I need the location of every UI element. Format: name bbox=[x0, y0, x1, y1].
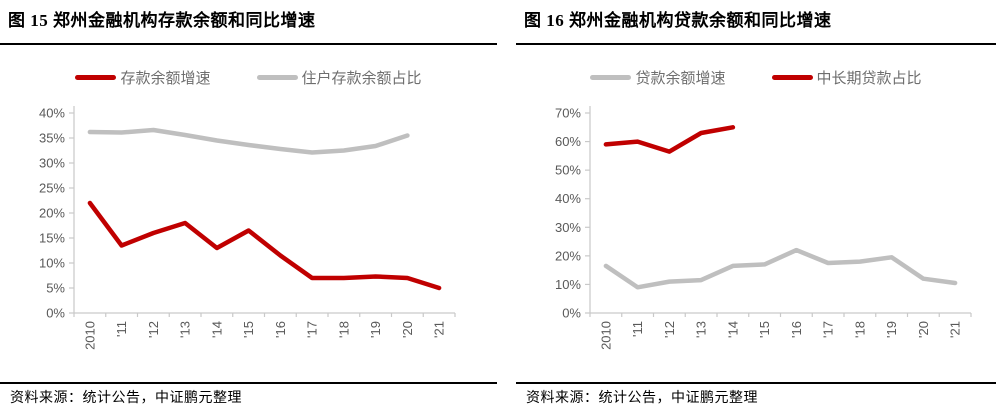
source-note: 资料来源：统计公告，中证鹏元整理 bbox=[10, 391, 242, 406]
legend-label: 贷款余额增速 bbox=[635, 69, 726, 87]
loan-chart-panel: 图 16 郑州金融机构贷款余额和同比增速 贷款余额增速 中长期贷款占比 0% 10%… bbox=[516, 0, 996, 415]
series-line-0 bbox=[87, 200, 442, 291]
y-tick-label: 40% bbox=[555, 191, 581, 206]
x-tick-label: '11 bbox=[114, 321, 129, 337]
series-line-1 bbox=[87, 127, 410, 155]
x-tick-label: '21 bbox=[948, 321, 963, 338]
y-tick-label: 15% bbox=[39, 231, 65, 246]
y-tick-label: 70% bbox=[555, 106, 581, 121]
footer-divider bbox=[516, 382, 996, 384]
loan-line-chart: 0% 10% 20% 30% 40% 50% 60% 70% 2010 '11 '12 '13 '14 '… bbox=[555, 106, 972, 350]
y-tick-label: 20% bbox=[39, 206, 65, 221]
x-tick-label: '18 bbox=[336, 321, 351, 338]
legend-deposits: 存款余额增速 住户存款余额占比 bbox=[0, 64, 497, 90]
x-tick-label: '12 bbox=[662, 321, 677, 338]
legend-label: 中长期贷款占比 bbox=[816, 69, 922, 87]
x-tick-label: 2010 bbox=[598, 321, 613, 350]
legend-item: 中长期贷款占比 bbox=[771, 67, 922, 88]
series-line-0 bbox=[603, 247, 958, 290]
x-tick-label: '11 bbox=[630, 321, 645, 337]
y-tick-label: 40% bbox=[39, 106, 65, 121]
legend-line-swatch bbox=[771, 74, 813, 80]
y-tick-label: 20% bbox=[555, 248, 581, 263]
x-tick-label: '12 bbox=[146, 321, 161, 338]
x-tick-label: '20 bbox=[916, 321, 931, 338]
y-tick-label: 10% bbox=[39, 256, 65, 271]
x-tick-label: 2010 bbox=[82, 321, 97, 350]
y-tick-label: 5% bbox=[46, 281, 65, 296]
legend-label: 住户存款余额占比 bbox=[301, 69, 422, 87]
x-tick-label: '19 bbox=[368, 321, 383, 338]
x-tick-label: '13 bbox=[178, 321, 193, 338]
x-tick-label: '20 bbox=[400, 321, 415, 338]
footer-divider bbox=[0, 382, 497, 384]
legend-loans: 贷款余额增速 中长期贷款占比 bbox=[516, 64, 996, 90]
x-tick-label: '14 bbox=[209, 321, 224, 338]
title-divider bbox=[516, 43, 996, 45]
legend-item: 住户存款余额占比 bbox=[256, 67, 422, 88]
chart-title-loans: 图 16 郑州金融机构贷款余额和同比增速 bbox=[524, 11, 832, 30]
series-line-1 bbox=[603, 125, 736, 154]
y-tick-label: 10% bbox=[555, 277, 581, 292]
x-tick-label: '17 bbox=[821, 321, 836, 338]
legend-line-swatch bbox=[75, 74, 117, 80]
y-tick-label: 0% bbox=[46, 306, 65, 321]
title-divider bbox=[0, 43, 497, 45]
x-tick-label: '18 bbox=[852, 321, 867, 338]
y-tick-label: 50% bbox=[555, 163, 581, 178]
legend-item: 存款余额增速 bbox=[75, 67, 211, 88]
x-tick-label: '17 bbox=[305, 321, 320, 338]
y-tick-label: 0% bbox=[562, 306, 581, 321]
y-tick-label: 35% bbox=[39, 131, 65, 146]
x-tick-label: '16 bbox=[789, 321, 804, 338]
legend-line-swatch bbox=[256, 74, 298, 80]
y-tick-label: 25% bbox=[39, 181, 65, 196]
legend-item: 贷款余额增速 bbox=[590, 67, 726, 88]
legend-line-swatch bbox=[590, 74, 632, 80]
source-note: 资料来源：统计公告，中证鹏元整理 bbox=[526, 391, 758, 406]
x-tick-label: '21 bbox=[432, 321, 447, 338]
y-tick-label: 30% bbox=[39, 156, 65, 171]
deposit-line-chart: 0% 5% 10% 15% 20% 25% 30% 35% 40% 2010 '11 '12 '13 '1… bbox=[39, 106, 456, 350]
x-tick-label: '13 bbox=[694, 321, 709, 338]
legend-label: 存款余额增速 bbox=[120, 69, 211, 87]
x-tick-label: '14 bbox=[725, 321, 740, 338]
x-tick-label: '15 bbox=[241, 321, 256, 338]
x-tick-label: '19 bbox=[884, 321, 899, 338]
x-tick-label: '15 bbox=[757, 321, 772, 338]
chart-title-deposits: 图 15 郑州金融机构存款余额和同比增速 bbox=[8, 11, 316, 30]
y-tick-label: 60% bbox=[555, 134, 581, 149]
x-tick-label: '16 bbox=[273, 321, 288, 338]
y-tick-label: 30% bbox=[555, 220, 581, 235]
deposit-chart-panel: 图 15 郑州金融机构存款余额和同比增速 存款余额增速 住户存款余额占比 0% 5%… bbox=[0, 0, 497, 415]
